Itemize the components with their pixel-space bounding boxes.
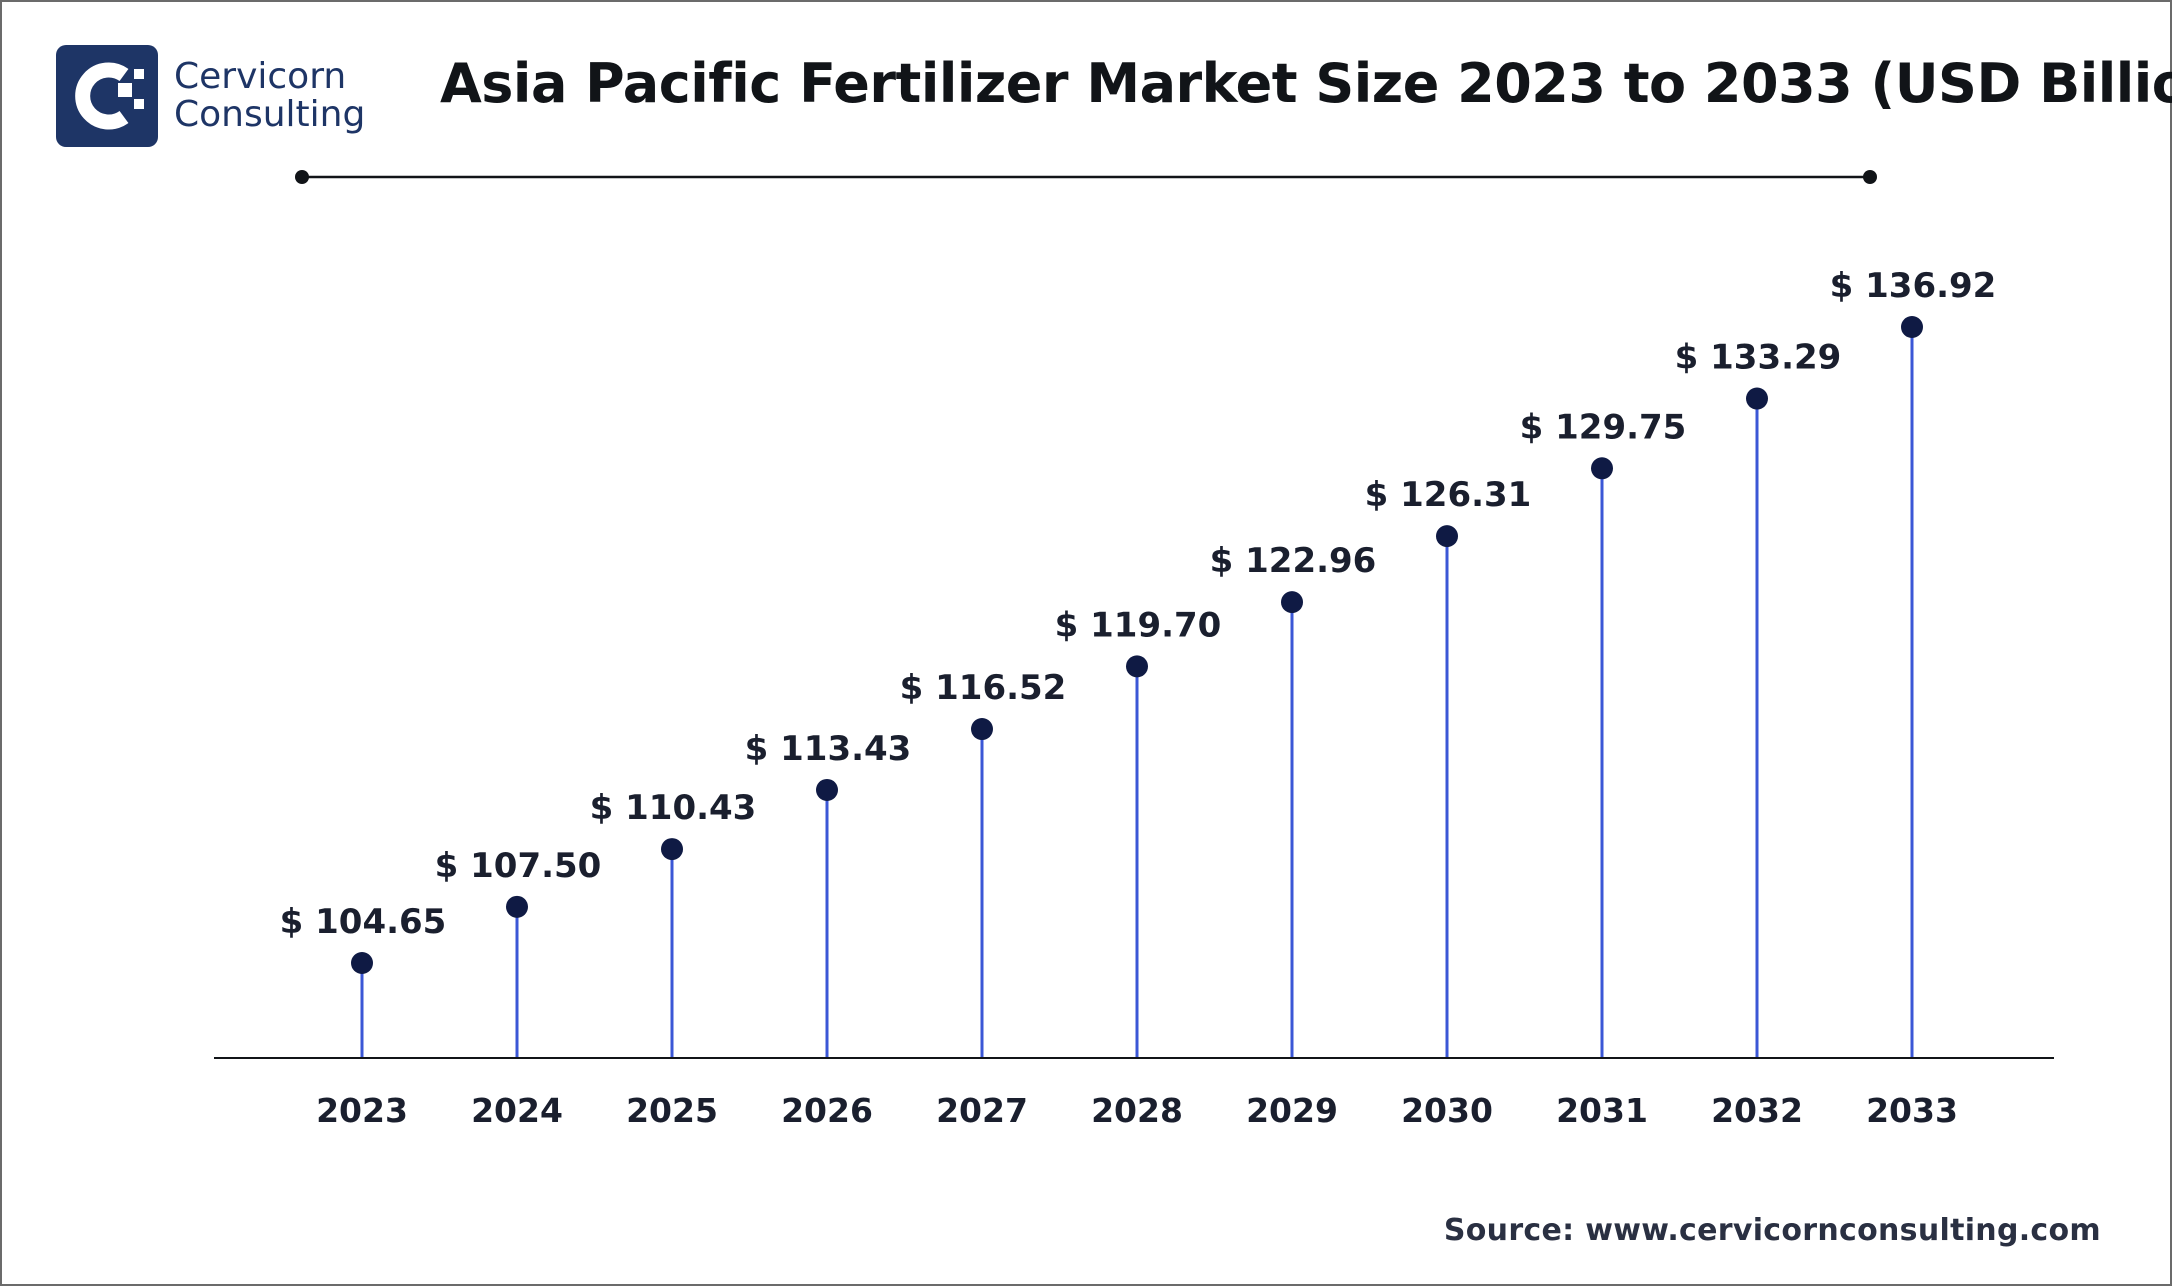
x-tick-2025: 2025 xyxy=(626,1091,718,1130)
brand-name-line1: Cervicorn xyxy=(174,56,347,97)
cervicorn-logo-icon xyxy=(56,45,158,147)
point-2031 xyxy=(1591,457,1613,480)
x-tick-2028: 2028 xyxy=(1091,1091,1183,1130)
point-2026 xyxy=(816,778,838,801)
x-tick-2029: 2029 xyxy=(1246,1091,1338,1130)
x-tick-2030: 2030 xyxy=(1401,1091,1493,1130)
x-tick-2032: 2032 xyxy=(1711,1091,1803,1130)
divider-dot-left xyxy=(295,170,309,184)
x-tick-2024: 2024 xyxy=(471,1091,563,1130)
value-label-2031: $ 129.75 xyxy=(1520,407,1687,447)
point-2033 xyxy=(1901,316,1923,338)
value-label-2025: $ 110.43 xyxy=(590,788,757,828)
brand-logo: Cervicorn Consulting xyxy=(56,45,365,147)
value-label-2028: $ 119.70 xyxy=(1055,605,1222,645)
divider-dot-right xyxy=(1863,170,1877,184)
point-2023 xyxy=(351,952,373,974)
value-label-2030: $ 126.31 xyxy=(1365,475,1532,515)
point-2025 xyxy=(661,838,683,861)
source-note: Source: www.cervicornconsulting.com xyxy=(1443,1213,2101,1248)
value-label-2026: $ 113.43 xyxy=(745,729,912,769)
brand-name: Cervicorn Consulting xyxy=(174,58,365,134)
brand-name-line2: Consulting xyxy=(174,94,366,135)
point-2028 xyxy=(1126,655,1148,678)
value-label-2023: $ 104.65 xyxy=(280,902,447,942)
title-divider xyxy=(295,170,1877,184)
x-tick-2023: 2023 xyxy=(316,1091,408,1130)
value-label-2024: $ 107.50 xyxy=(435,846,602,886)
x-tick-2027: 2027 xyxy=(936,1091,1028,1130)
value-label-2032: $ 133.29 xyxy=(1675,338,1842,378)
value-label-2029: $ 122.96 xyxy=(1210,541,1377,581)
point-2032 xyxy=(1746,387,1768,410)
point-2024 xyxy=(506,895,528,918)
x-tick-2033: 2033 xyxy=(1866,1091,1958,1130)
value-label-2027: $ 116.52 xyxy=(900,668,1067,708)
point-2029 xyxy=(1281,591,1303,614)
x-tick-2031: 2031 xyxy=(1556,1091,1648,1130)
value-label-2033: $ 136.92 xyxy=(1830,266,1997,306)
x-tick-2026: 2026 xyxy=(781,1091,873,1130)
point-2027 xyxy=(971,718,993,741)
point-2030 xyxy=(1436,525,1458,548)
chart-title: Asia Pacific Fertilizer Market Size 2023… xyxy=(440,52,2172,115)
